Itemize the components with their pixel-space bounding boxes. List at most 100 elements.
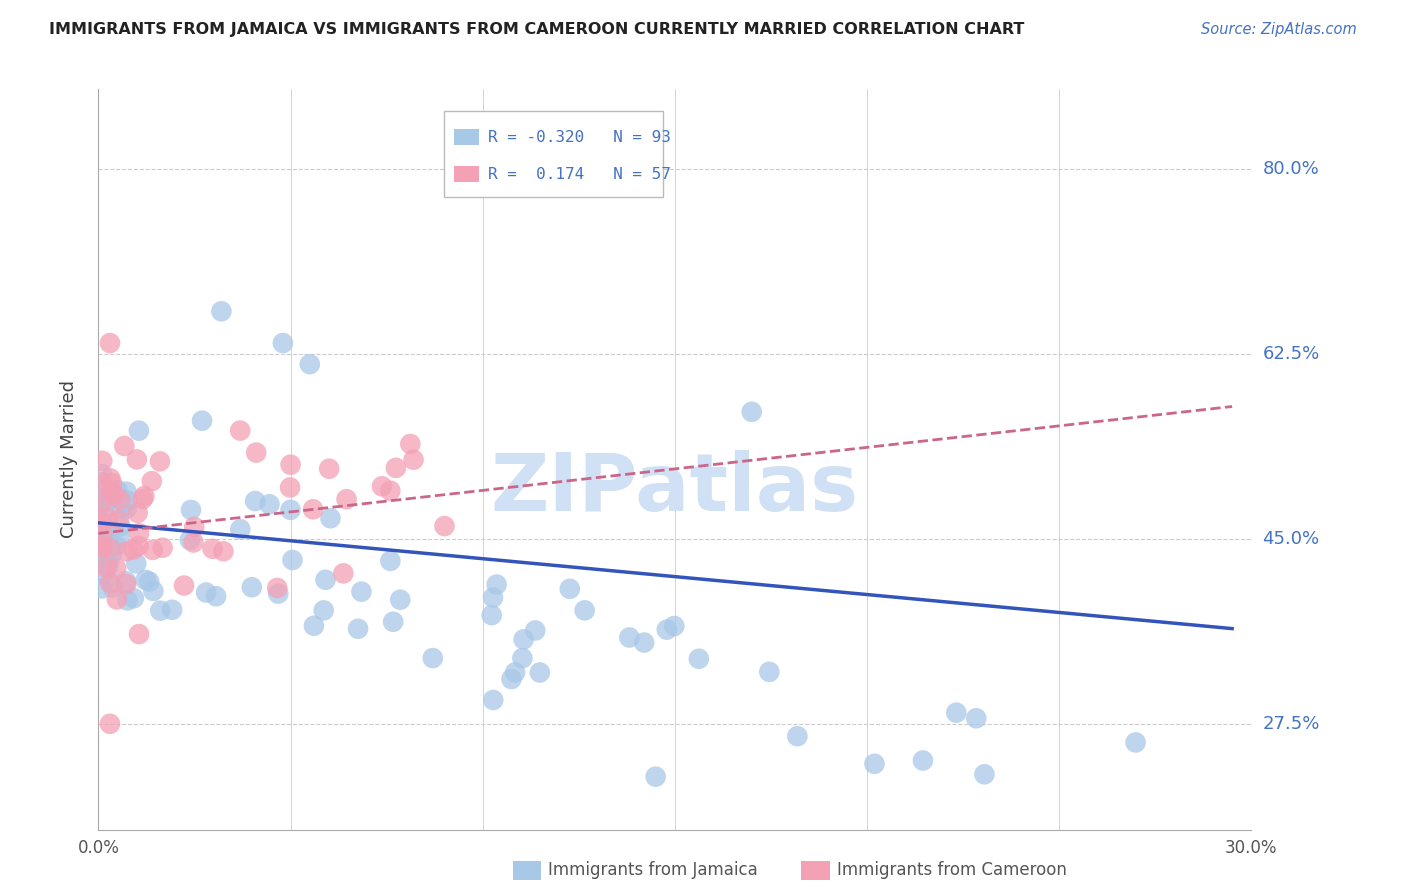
Point — [389, 592, 412, 607]
Point — [94, 560, 117, 574]
Point — [91, 491, 114, 505]
Point — [911, 754, 934, 768]
Point — [138, 574, 160, 589]
Point — [101, 476, 124, 491]
Y-axis label: Currently Married: Currently Married — [59, 380, 77, 539]
Point — [93, 504, 115, 518]
Point — [105, 483, 128, 497]
Point — [98, 492, 121, 507]
Point — [112, 439, 135, 453]
Point — [179, 533, 201, 547]
Text: 62.5%: 62.5% — [1263, 344, 1320, 363]
Point — [380, 483, 402, 498]
Point — [485, 577, 508, 591]
Point — [125, 557, 148, 571]
Text: Source: ZipAtlas.com: Source: ZipAtlas.com — [1201, 22, 1357, 37]
Point — [91, 582, 114, 596]
Point — [132, 492, 155, 507]
Point — [91, 530, 114, 544]
Point — [574, 603, 596, 617]
Point — [267, 586, 290, 600]
Point — [741, 405, 763, 419]
Point — [243, 494, 266, 508]
Point — [655, 623, 678, 637]
Point — [115, 501, 138, 516]
Point — [385, 461, 408, 475]
Point — [125, 452, 148, 467]
Point — [104, 539, 127, 553]
Point — [141, 474, 163, 488]
Point — [229, 424, 252, 438]
Point — [973, 767, 995, 781]
Point — [128, 424, 150, 438]
Point — [91, 549, 114, 563]
Point — [758, 665, 780, 679]
Point — [101, 484, 124, 499]
Point — [347, 622, 370, 636]
Point — [91, 567, 114, 582]
Point — [786, 729, 808, 743]
Text: IMMIGRANTS FROM JAMAICA VS IMMIGRANTS FROM CAMEROON CURRENTLY MARRIED CORRELATIO: IMMIGRANTS FROM JAMAICA VS IMMIGRANTS FR… — [49, 22, 1025, 37]
Point — [319, 511, 342, 525]
Point — [91, 527, 114, 541]
Point — [91, 475, 114, 490]
Text: 45.0%: 45.0% — [1263, 530, 1320, 548]
Point — [93, 492, 115, 507]
Point — [212, 544, 235, 558]
Point — [183, 535, 205, 549]
Point — [91, 454, 114, 468]
Point — [91, 516, 114, 530]
Point — [633, 635, 655, 649]
Point — [105, 561, 128, 575]
Point — [863, 756, 886, 771]
Point — [98, 554, 121, 568]
Point — [134, 489, 156, 503]
Point — [402, 452, 425, 467]
Point — [664, 619, 686, 633]
Text: ZIPatlas: ZIPatlas — [491, 450, 859, 528]
Point — [93, 518, 115, 533]
Point — [180, 503, 202, 517]
Point — [503, 665, 526, 680]
Point — [98, 471, 121, 485]
Point — [482, 693, 505, 707]
Point — [371, 479, 394, 493]
Point — [524, 624, 547, 638]
Point — [350, 584, 373, 599]
Point — [501, 672, 523, 686]
Point — [94, 494, 117, 508]
Point — [96, 511, 118, 525]
Point — [332, 566, 354, 581]
Point — [688, 652, 710, 666]
Point — [149, 454, 172, 468]
Point — [91, 530, 114, 544]
Point — [98, 536, 121, 550]
Point — [422, 651, 444, 665]
FancyBboxPatch shape — [454, 129, 479, 145]
Point — [115, 574, 138, 589]
Point — [91, 541, 114, 555]
Point — [160, 603, 183, 617]
Point — [105, 592, 128, 607]
Point — [965, 711, 987, 725]
Point — [380, 554, 402, 568]
Point — [122, 591, 145, 606]
Text: R =  0.174   N = 57: R = 0.174 N = 57 — [488, 167, 671, 182]
Point — [93, 492, 115, 507]
Point — [229, 522, 252, 536]
Point — [107, 512, 129, 526]
Text: R = -0.320   N = 93: R = -0.320 N = 93 — [488, 130, 671, 145]
Point — [312, 603, 335, 617]
FancyBboxPatch shape — [454, 166, 479, 183]
Point — [481, 608, 503, 623]
Point — [94, 523, 117, 537]
Point — [259, 497, 281, 511]
Point — [103, 488, 125, 502]
Point — [98, 336, 121, 351]
Point — [482, 591, 505, 605]
Text: 80.0%: 80.0% — [1263, 160, 1319, 178]
Point — [110, 519, 132, 533]
Point — [205, 589, 228, 603]
Point — [98, 541, 121, 556]
Point — [117, 593, 139, 607]
